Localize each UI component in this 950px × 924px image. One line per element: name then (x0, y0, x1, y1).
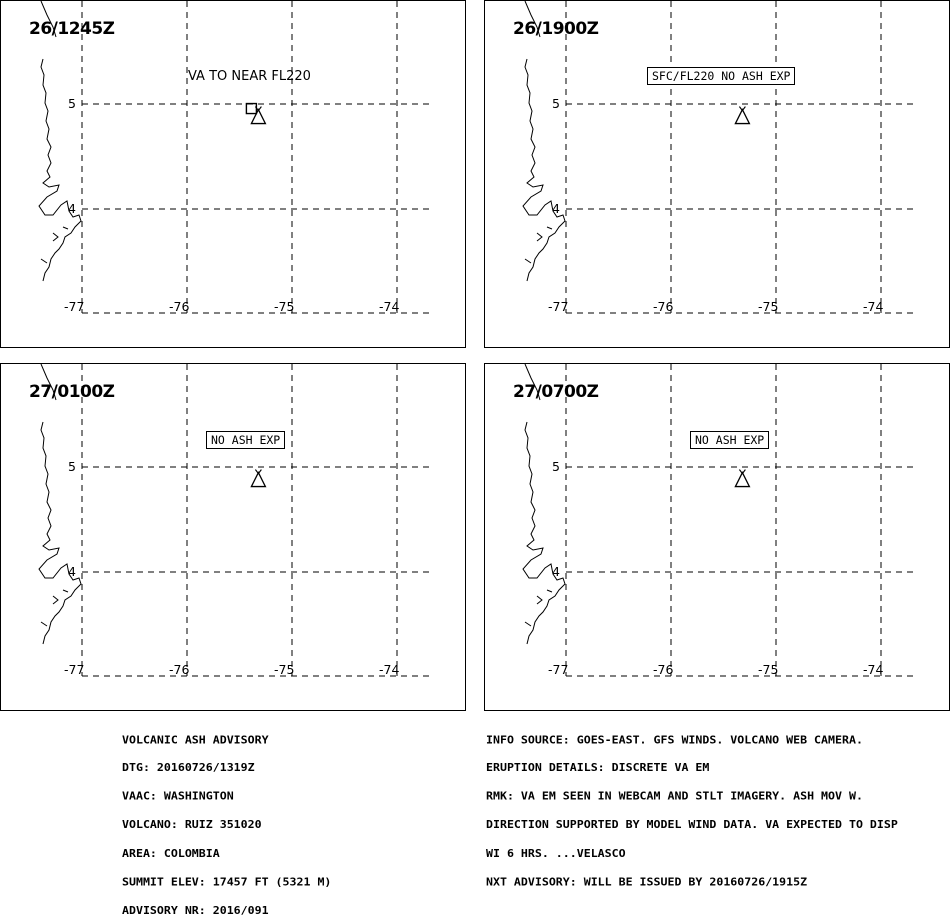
lon-label-77: -77 (548, 662, 569, 677)
map-graphic (38, 1, 433, 314)
advisory-line: VAAC: WASHINGTON (122, 789, 234, 803)
lon-label-75: -75 (274, 299, 295, 314)
lon-label-74: -74 (379, 662, 400, 677)
forecast-panel-1: 26/1900Z SFC/FL220 NO ASH EXP 5 4 -77 -7… (484, 0, 950, 348)
panel-label: NO ASH EXP (206, 431, 286, 449)
advisory-line: VOLCANO: RUIZ 351020 (122, 818, 262, 832)
panel-label: VA TO NEAR FL220 (188, 69, 311, 84)
volcano-icon (250, 469, 267, 488)
lon-label-76: -76 (169, 662, 190, 677)
lon-label-77: -77 (548, 299, 569, 314)
lat-label-5: 5 (552, 459, 560, 474)
lat-label-5: 5 (552, 96, 560, 111)
panel-label: SFC/FL220 NO ASH EXP (647, 67, 796, 85)
coastline (38, 58, 82, 282)
advisory-line: NXT ADVISORY: WILL BE ISSUED BY 20160726… (486, 875, 808, 889)
panel-time: 26/1245Z (29, 19, 115, 39)
advisory-line: RMK: VA EM SEEN IN WEBCAM AND STLT IMAGE… (486, 789, 863, 803)
lat-label-4: 4 (68, 201, 76, 216)
lat-label-5: 5 (68, 459, 76, 474)
advisory-line: ERUPTION DETAILS: DISCRETE VA EM (486, 761, 710, 775)
volcano-icon (734, 469, 751, 488)
lat-label-4: 4 (68, 564, 76, 579)
coastline-detail (40, 589, 69, 627)
lon-label-77: -77 (64, 299, 85, 314)
border-line (40, 364, 57, 401)
volcano-triangle (250, 471, 267, 488)
forecast-panel-3: 27/0700Z NO ASH EXP 5 4 -77 -76 -75 -74 (484, 363, 950, 711)
lon-label-76: -76 (169, 299, 190, 314)
advisory-line: DTG: 20160726/1319Z (122, 761, 255, 775)
volcano-triangle (734, 108, 751, 125)
advisory-line: VOLCANIC ASH ADVISORY (122, 733, 269, 746)
graticule (81, 1, 433, 314)
coastline-detail (524, 226, 553, 264)
advisory-header-text: VOLCANIC ASH ADVISORY DTG: 20160726/1319… (122, 716, 331, 924)
advisory-line: INFO SOURCE: GOES-EAST. GFS WINDS. VOLCA… (486, 733, 863, 746)
coastline (38, 421, 82, 645)
map-graphic (38, 364, 433, 677)
lon-label-77: -77 (64, 662, 85, 677)
volcano-triangle (250, 108, 267, 125)
lon-label-75: -75 (274, 662, 295, 677)
forecast-panel-2: 27/0100Z NO ASH EXP 5 4 -77 -76 -75 -74 (0, 363, 466, 711)
border-line (40, 1, 57, 38)
volcano-vent (738, 106, 746, 112)
lat-label-4: 4 (552, 201, 560, 216)
lon-label-76: -76 (653, 662, 674, 677)
advisory-line: WI 6 HRS. ...VELASCO (486, 846, 626, 860)
map-graphic (522, 364, 917, 677)
advisory-line: SUMMIT ELEV: 17457 FT (5321 M) (122, 875, 332, 889)
lon-label-74: -74 (863, 299, 884, 314)
forecast-panel-0: 26/1245Z VA TO NEAR FL220 5 4 -77 -76 -7… (0, 0, 466, 348)
coastline (522, 421, 566, 645)
graticule (565, 364, 917, 677)
lon-label-76: -76 (653, 299, 674, 314)
volcano-vent (738, 469, 746, 475)
ash-area-polygon (245, 102, 258, 115)
lon-label-75: -75 (758, 662, 779, 677)
lat-label-4: 4 (552, 564, 560, 579)
lat-label-5: 5 (68, 96, 76, 111)
coastline (522, 58, 566, 282)
volcano-triangle (734, 471, 751, 488)
lon-label-75: -75 (758, 299, 779, 314)
advisory-line: AREA: COLOMBIA (122, 846, 220, 860)
lon-label-74: -74 (379, 299, 400, 314)
map-graphic (522, 1, 917, 314)
graticule (565, 1, 917, 314)
advisory-line: ADVISORY NR: 2016/091 (122, 903, 269, 917)
panel-label: NO ASH EXP (690, 431, 770, 449)
panel-time: 26/1900Z (513, 19, 599, 39)
volcano-vent (254, 469, 262, 475)
panel-time: 27/0100Z (29, 382, 115, 402)
volcano-icon (734, 106, 751, 125)
advisory-details-text: INFO SOURCE: GOES-EAST. GFS WINDS. VOLCA… (486, 716, 898, 896)
lon-label-74: -74 (863, 662, 884, 677)
volcano-icon (250, 106, 267, 125)
advisory-line: DIRECTION SUPPORTED BY MODEL WIND DATA. … (486, 818, 898, 832)
graticule (81, 364, 433, 677)
panel-time: 27/0700Z (513, 382, 599, 402)
border-line (524, 1, 541, 38)
coastline-detail (40, 226, 69, 264)
border-line (524, 364, 541, 401)
coastline-detail (524, 589, 553, 627)
